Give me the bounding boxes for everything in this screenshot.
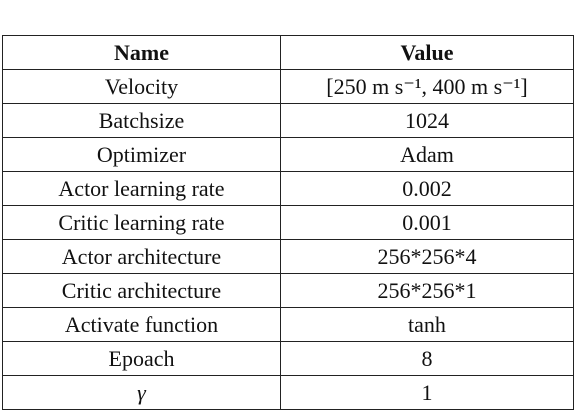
param-value: 1024 [280,103,574,138]
param-name: Actor learning rate [2,171,281,206]
param-value: 256*256*1 [280,273,574,308]
table-row: Velocity [250 m s⁻¹, 400 m s⁻¹] [2,69,574,104]
table-row: Actor learning rate 0.002 [2,171,574,206]
param-value: tanh [280,307,574,342]
param-name: Epoach [2,341,281,376]
param-value: 0.001 [280,205,574,240]
table-body: Velocity [250 m s⁻¹, 400 m s⁻¹] Batchsize 1… [2,69,574,410]
param-value: Adam [280,137,574,172]
param-name: Batchsize [2,103,281,138]
param-name: γ [2,375,281,410]
header-cell: Value [280,35,574,70]
table-row: Critic learning rate 0.001 [2,205,574,240]
table-row: Critic architecture 256*256*1 [2,273,574,308]
table-row: Actor architecture 256*256*4 [2,239,574,274]
param-name: Optimizer [2,137,281,172]
param-name: Actor architecture [2,239,281,274]
param-value: [250 m s⁻¹, 400 m s⁻¹] [280,69,574,104]
param-name: Critic learning rate [2,205,281,240]
param-value: 8 [280,341,574,376]
param-value: 256*256*4 [280,239,574,274]
header-row: Name Value [2,35,574,70]
table-row: Optimizer Adam [2,137,574,172]
table-row: Batchsize 1024 [2,103,574,138]
param-value: 0.002 [280,171,574,206]
table-row: Epoach 8 [2,341,574,376]
param-name: Critic architecture [2,273,281,308]
table-row: Activate function tanh [2,307,574,342]
param-name: Activate function [2,307,281,342]
param-value: 1 [280,375,574,410]
header-cell: Name [2,35,281,70]
hyperparameter-table: Name Value Velocity [250 m s⁻¹, 400 m s⁻¹… [2,35,574,410]
param-name: Velocity [2,69,281,104]
